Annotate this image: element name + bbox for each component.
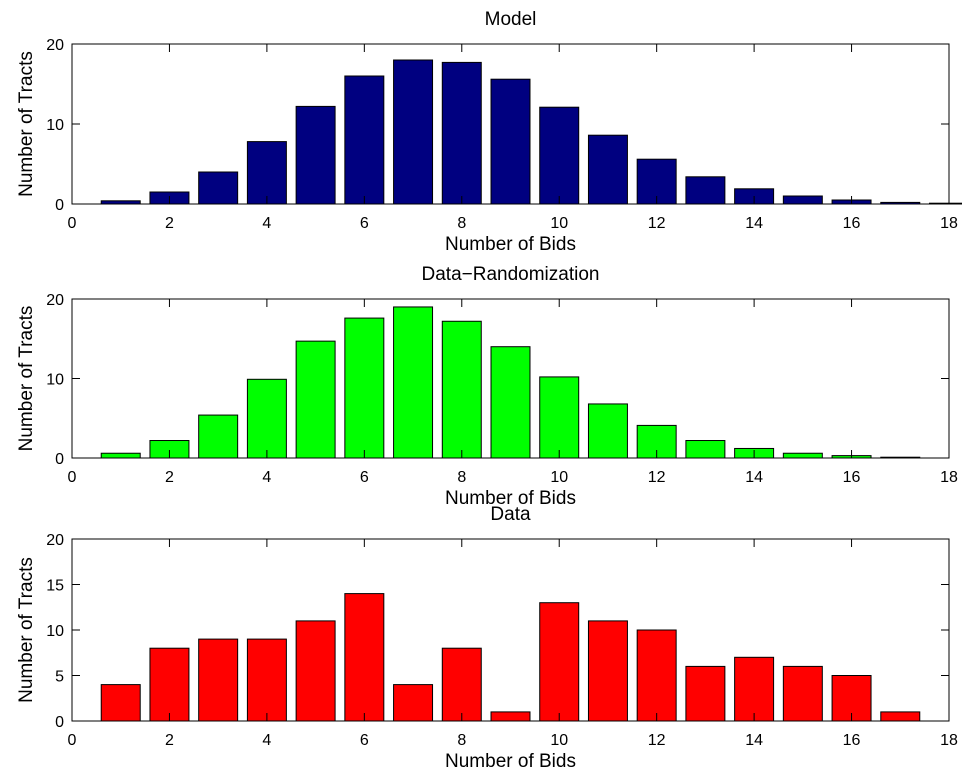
y-axis-label: Number of Tracts <box>16 557 37 703</box>
x-tick-label: 8 <box>457 469 466 486</box>
bar <box>393 684 434 722</box>
y-tick-label: 10 <box>46 117 64 134</box>
bar <box>490 78 531 205</box>
x-tick-label: 14 <box>745 732 763 749</box>
bar <box>344 593 385 722</box>
x-tick-label: 10 <box>550 215 568 232</box>
bar <box>295 620 336 722</box>
bar <box>636 629 677 722</box>
chart-title: Data <box>490 504 531 525</box>
bar <box>587 403 628 459</box>
y-tick-label: 15 <box>46 578 64 595</box>
bar <box>441 647 482 722</box>
x-tick-label: 0 <box>68 215 77 232</box>
bar <box>782 195 823 205</box>
x-tick-label: 16 <box>843 469 861 486</box>
x-tick-label: 16 <box>843 215 861 232</box>
y-tick-label: 5 <box>55 669 64 686</box>
x-tick-label: 2 <box>165 732 174 749</box>
bar <box>295 340 336 459</box>
x-tick-label: 18 <box>940 215 958 232</box>
y-axis-label: Number of Tracts <box>16 306 37 452</box>
bar <box>539 376 580 459</box>
x-tick-label: 4 <box>262 215 271 232</box>
y-tick-label: 20 <box>46 37 64 54</box>
bar <box>246 638 287 722</box>
bar <box>441 320 482 459</box>
x-tick-label: 16 <box>843 732 861 749</box>
chart-title: Model <box>485 9 537 30</box>
bar <box>100 452 141 459</box>
x-tick-label: 14 <box>745 469 763 486</box>
bar <box>393 59 434 205</box>
x-tick-label: 6 <box>360 469 369 486</box>
x-tick-label: 4 <box>262 469 271 486</box>
chart-2: 0 2 4 6 8 10 12 14 16 18 0 10 20 Data−Randomization Nu… <box>16 264 958 509</box>
bar <box>880 711 921 722</box>
bar <box>100 684 141 722</box>
bar <box>441 61 482 205</box>
bar <box>782 665 823 722</box>
x-tick-label: 0 <box>68 732 77 749</box>
bar <box>198 414 239 459</box>
bar <box>393 306 434 459</box>
bar <box>685 665 726 722</box>
bar <box>734 656 775 722</box>
chart-1: 0 2 4 6 8 10 12 14 16 18 0 10 20 Model Number of Bids N… <box>16 9 962 255</box>
bar <box>295 105 336 205</box>
y-tick-label: 0 <box>55 451 64 468</box>
bar <box>685 176 726 205</box>
x-tick-label: 12 <box>648 732 666 749</box>
x-tick-label: 0 <box>68 469 77 486</box>
x-tick-label: 8 <box>457 215 466 232</box>
bar <box>539 106 580 205</box>
x-axis-label: Number of Bids <box>445 751 576 772</box>
x-tick-label: 12 <box>648 469 666 486</box>
bar <box>587 134 628 205</box>
x-axis-label: Number of Bids <box>445 234 576 255</box>
x-tick-label: 12 <box>648 215 666 232</box>
x-tick-label: 4 <box>262 732 271 749</box>
x-axis-label: Number of Bids <box>445 488 576 509</box>
bar <box>344 317 385 459</box>
x-tick-label: 6 <box>360 732 369 749</box>
bar <box>685 440 726 459</box>
bar <box>198 638 239 722</box>
x-tick-label: 10 <box>550 469 568 486</box>
y-tick-label: 0 <box>55 714 64 731</box>
x-tick-label: 8 <box>457 732 466 749</box>
chart-3: 0 2 4 6 8 10 12 14 16 18 0 5 10 15 20 Data Number of Bid… <box>16 504 958 772</box>
bar <box>198 171 239 205</box>
bar <box>246 378 287 459</box>
x-tick-label: 18 <box>940 732 958 749</box>
bar <box>490 346 531 459</box>
bar <box>490 711 531 722</box>
y-tick-label: 20 <box>46 292 64 309</box>
chart-title: Data−Randomization <box>422 264 600 285</box>
bar <box>246 141 287 205</box>
y-tick-label: 0 <box>55 197 64 214</box>
x-tick-label: 2 <box>165 469 174 486</box>
x-tick-label: 2 <box>165 215 174 232</box>
x-tick-label: 14 <box>745 215 763 232</box>
y-tick-label: 20 <box>46 532 64 549</box>
bar <box>636 424 677 459</box>
bar <box>782 452 823 459</box>
y-axis-label: Number of Tracts <box>16 51 37 197</box>
y-tick-label: 10 <box>46 623 64 640</box>
y-tick-label: 10 <box>46 372 64 389</box>
bar <box>149 647 190 722</box>
x-tick-label: 18 <box>940 469 958 486</box>
bar <box>344 75 385 205</box>
bar <box>539 602 580 722</box>
bar <box>587 620 628 722</box>
x-tick-label: 10 <box>550 732 568 749</box>
x-tick-label: 6 <box>360 215 369 232</box>
